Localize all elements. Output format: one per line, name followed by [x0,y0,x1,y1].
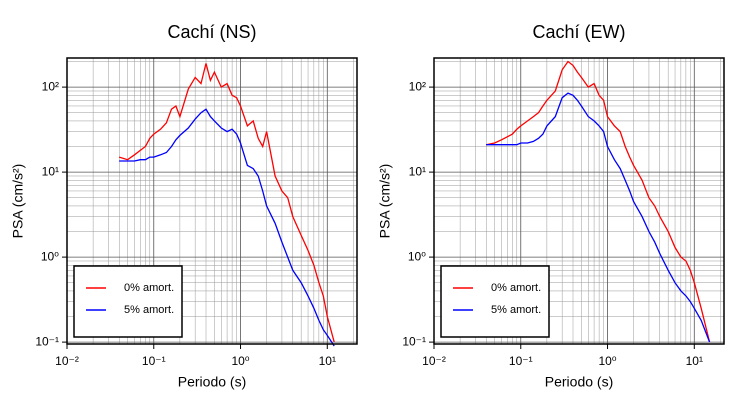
chart-title: Cachí (EW) [532,22,625,42]
plot-frame [433,57,725,345]
y-axis-label: PSA (cm/s²) [10,164,26,239]
x-tick-label: 10¹ [686,354,703,368]
plot-frame [66,57,358,345]
series-line [486,92,711,343]
legend-box [440,265,550,338]
legend-label: 0% amort. [124,282,174,294]
legend-label: 0% amort. [491,282,541,294]
y-tick-label: 10⁻¹ [35,334,59,348]
y-axis-label: PSA (cm/s²) [377,164,393,239]
x-tick-label: 10⁻¹ [142,354,166,368]
x-tick-label: 10⁻¹ [509,354,533,368]
x-tick-label: 10¹ [319,354,336,368]
x-tick-label: 10⁻² [55,354,79,368]
y-tick-label: 10² [409,79,426,93]
panel: 10⁻² 10⁻¹ 10⁰ 10¹ 10⁻¹ 10⁰ 10¹ 10² Cachí (NS) Per… [10,22,358,390]
legend-box [73,265,183,338]
y-tick-label: 10¹ [409,164,426,178]
y-tick-label: 10⁰ [408,249,426,263]
series-line [119,63,335,343]
legend-label: 5% amort. [124,304,174,316]
panel: 10⁻² 10⁻¹ 10⁰ 10¹ 10⁻¹ 10⁰ 10¹ 10² Cachí (EW) Per… [377,22,725,390]
series-line [119,108,335,347]
x-tick-label: 10⁻² [422,354,446,368]
x-axis-label: Periodo (s) [178,374,246,390]
y-tick-label: 10⁻¹ [402,334,426,348]
y-tick-label: 10¹ [42,164,59,178]
y-tick-label: 10² [42,79,59,93]
x-tick-label: 10⁰ [231,354,249,368]
series-line [486,60,711,343]
y-tick-label: 10⁰ [41,249,59,263]
x-tick-label: 10⁰ [598,354,616,368]
chart-title: Cachí (NS) [167,22,256,42]
legend-label: 5% amort. [491,304,541,316]
x-axis-label: Periodo (s) [545,374,613,390]
